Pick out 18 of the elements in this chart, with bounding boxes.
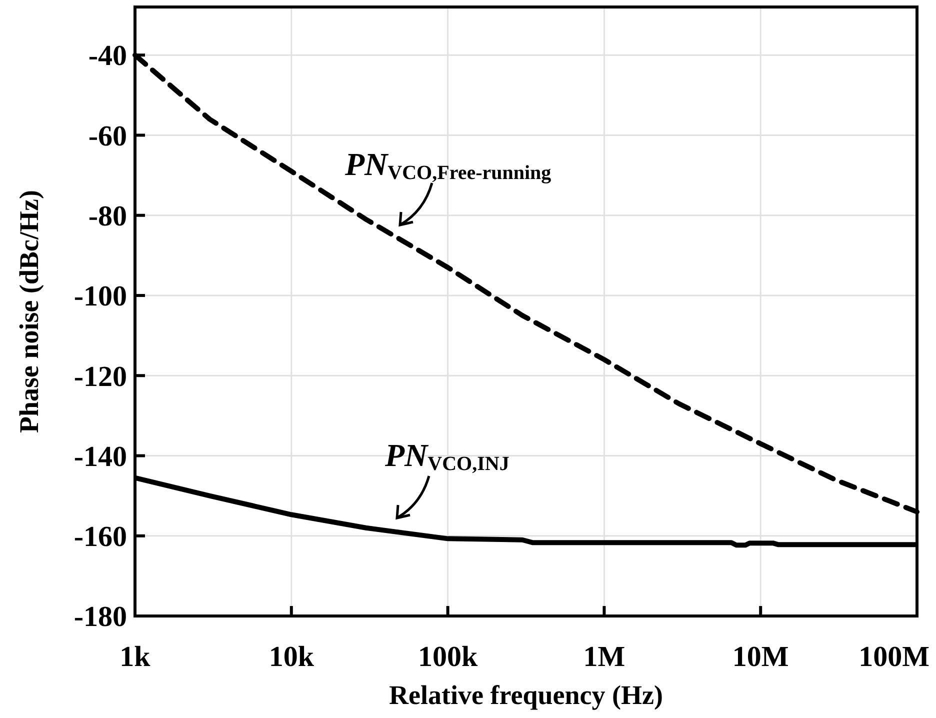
x-tick-label: 1k — [120, 641, 152, 673]
y-tick-label: -100 — [74, 280, 127, 313]
y-tick-label: -40 — [88, 40, 127, 72]
y-tick-label: -160 — [74, 521, 127, 554]
y-axis-title: Phase noise (dBc/Hz) — [14, 190, 44, 433]
y-tick-label: -80 — [88, 200, 127, 232]
y-tick-label: -180 — [74, 601, 127, 634]
x-tick-label: 1M — [583, 641, 626, 673]
x-tick-label: 10k — [268, 641, 315, 673]
y-tick-label: -60 — [88, 120, 127, 152]
annotation: PN$_{VCO,Free-running}$ — [344, 146, 552, 184]
annotation: PN$_{VCO,INJ}$ — [384, 437, 510, 475]
x-tick-label: 100k — [418, 641, 478, 673]
x-axis-title: Relative frequency (Hz) — [389, 680, 663, 710]
y-tick-label: -140 — [74, 440, 127, 473]
y-tick-label: -120 — [74, 360, 127, 393]
x-tick-label: 10M — [732, 641, 789, 673]
x-tick-label: 100M — [858, 641, 930, 673]
